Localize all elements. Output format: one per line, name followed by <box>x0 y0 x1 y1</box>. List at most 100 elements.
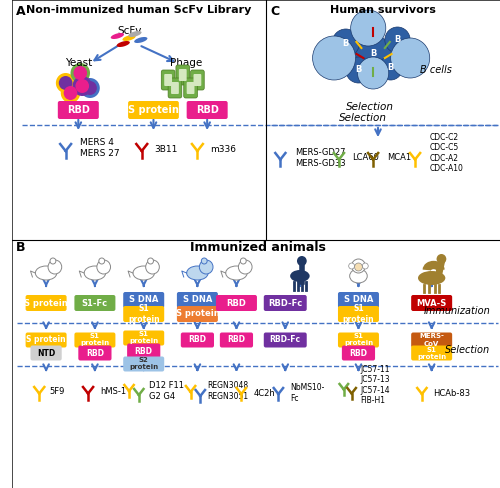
FancyBboxPatch shape <box>78 346 112 361</box>
Circle shape <box>56 73 76 93</box>
Text: S1
protein: S1 protein <box>128 305 160 324</box>
FancyBboxPatch shape <box>127 344 160 359</box>
FancyBboxPatch shape <box>179 69 186 81</box>
Circle shape <box>74 66 87 80</box>
Circle shape <box>390 38 430 78</box>
Text: CDC-C2
CDC-C5
CDC-A2
CDC-A10: CDC-C2 CDC-C5 CDC-A2 CDC-A10 <box>430 133 464 173</box>
Text: HCAb-83: HCAb-83 <box>434 388 470 398</box>
FancyBboxPatch shape <box>194 74 202 86</box>
Text: S protein: S protein <box>26 336 66 345</box>
Text: D12 F11
G2 G4: D12 F11 G2 G4 <box>148 381 184 401</box>
FancyBboxPatch shape <box>123 357 164 371</box>
Ellipse shape <box>350 269 367 283</box>
Circle shape <box>72 76 92 96</box>
Text: B: B <box>388 63 394 73</box>
FancyBboxPatch shape <box>177 306 218 322</box>
FancyBboxPatch shape <box>123 306 164 322</box>
Text: RBD: RBD <box>134 346 152 355</box>
Text: Human survivors: Human survivors <box>330 5 436 15</box>
FancyBboxPatch shape <box>74 295 116 311</box>
Ellipse shape <box>134 37 147 43</box>
FancyBboxPatch shape <box>26 332 66 347</box>
Circle shape <box>60 83 80 103</box>
Text: Immunization: Immunization <box>424 306 490 316</box>
FancyBboxPatch shape <box>190 70 204 90</box>
FancyBboxPatch shape <box>338 306 379 322</box>
Circle shape <box>200 260 213 274</box>
Text: B: B <box>394 36 400 44</box>
Circle shape <box>146 260 160 274</box>
Text: S protein: S protein <box>24 299 68 307</box>
Circle shape <box>348 263 354 269</box>
Text: hMS-1: hMS-1 <box>100 386 126 395</box>
Text: S1-Fc: S1-Fc <box>82 299 108 307</box>
Ellipse shape <box>84 266 106 280</box>
Text: Selection: Selection <box>346 102 394 112</box>
Ellipse shape <box>186 266 208 280</box>
Text: REGN3048
REGN3051: REGN3048 REGN3051 <box>207 381 248 401</box>
FancyBboxPatch shape <box>168 78 182 98</box>
Text: S1
protein: S1 protein <box>417 346 446 360</box>
Circle shape <box>346 57 371 83</box>
FancyBboxPatch shape <box>216 295 257 311</box>
FancyBboxPatch shape <box>30 346 62 361</box>
Circle shape <box>332 29 359 57</box>
Circle shape <box>59 76 72 90</box>
Ellipse shape <box>133 266 154 280</box>
FancyBboxPatch shape <box>411 332 452 347</box>
Text: B: B <box>342 39 349 47</box>
FancyBboxPatch shape <box>123 292 164 308</box>
Text: RBD: RBD <box>67 105 90 115</box>
Text: RBD: RBD <box>86 348 104 358</box>
Ellipse shape <box>36 266 57 280</box>
FancyBboxPatch shape <box>177 292 218 308</box>
FancyBboxPatch shape <box>184 78 198 98</box>
FancyBboxPatch shape <box>186 82 194 94</box>
FancyBboxPatch shape <box>186 101 228 119</box>
Text: NTD: NTD <box>37 348 55 358</box>
Text: RBD: RBD <box>350 348 368 358</box>
Circle shape <box>240 258 246 264</box>
Text: S1
protein: S1 protein <box>129 331 158 345</box>
Text: MERS-GD27
MERS-GD33: MERS-GD27 MERS-GD33 <box>295 148 346 168</box>
Circle shape <box>358 57 388 89</box>
Text: B: B <box>16 241 26 254</box>
Ellipse shape <box>110 33 124 39</box>
FancyBboxPatch shape <box>338 292 379 308</box>
FancyBboxPatch shape <box>26 295 66 311</box>
Text: JC57-11
JC57-13
JC57-14
FIB-H1: JC57-11 JC57-13 JC57-14 FIB-H1 <box>360 365 390 405</box>
FancyBboxPatch shape <box>411 346 452 361</box>
Ellipse shape <box>418 271 446 285</box>
Circle shape <box>50 258 56 264</box>
Circle shape <box>436 254 446 264</box>
Circle shape <box>350 10 386 46</box>
Circle shape <box>297 256 306 266</box>
Text: Immunized animals: Immunized animals <box>190 241 326 254</box>
Text: MERS 4
MERS 27: MERS 4 MERS 27 <box>80 138 120 158</box>
Text: S protein: S protein <box>176 309 220 319</box>
Circle shape <box>80 78 100 98</box>
Circle shape <box>48 260 62 274</box>
Text: 3B11: 3B11 <box>154 145 178 155</box>
Text: Selection: Selection <box>445 345 490 355</box>
Ellipse shape <box>128 31 141 37</box>
Circle shape <box>356 35 390 71</box>
Text: RBD-Fc: RBD-Fc <box>268 299 302 307</box>
Text: S1
protein: S1 protein <box>344 333 373 346</box>
Text: S1
protein: S1 protein <box>342 305 374 324</box>
Text: m336: m336 <box>210 145 236 155</box>
Circle shape <box>354 263 362 271</box>
Ellipse shape <box>122 35 136 41</box>
Text: S2
protein: S2 protein <box>129 358 158 370</box>
FancyBboxPatch shape <box>128 101 179 119</box>
FancyBboxPatch shape <box>342 346 375 361</box>
Text: B: B <box>356 65 362 75</box>
FancyBboxPatch shape <box>162 70 175 90</box>
Circle shape <box>238 260 252 274</box>
FancyBboxPatch shape <box>181 332 214 347</box>
FancyBboxPatch shape <box>411 295 452 311</box>
Ellipse shape <box>116 41 130 47</box>
Text: RBD: RBD <box>226 299 246 307</box>
FancyBboxPatch shape <box>220 332 253 347</box>
Circle shape <box>70 63 90 83</box>
